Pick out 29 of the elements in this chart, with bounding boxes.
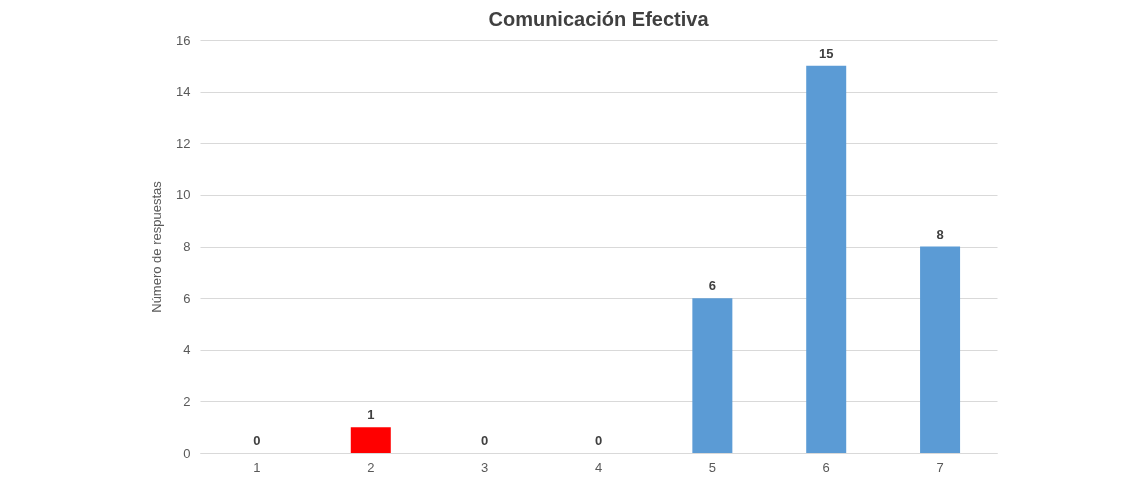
x-tick-label: 4 xyxy=(594,459,603,475)
data-label: 15 xyxy=(818,45,834,61)
data-label: 0 xyxy=(594,433,603,448)
x-tick-label: 2 xyxy=(367,459,375,475)
data-label: 6 xyxy=(708,278,716,294)
y-tick-label: 6 xyxy=(183,290,191,306)
data-label: 1 xyxy=(367,407,375,423)
bar xyxy=(692,298,733,453)
x-tick-label: 3 xyxy=(481,459,489,475)
y-tick-label: 0 xyxy=(183,445,191,461)
data-label: 0 xyxy=(253,433,261,448)
bar xyxy=(350,427,391,453)
x-tick-label: 6 xyxy=(822,459,830,475)
y-tick-label: 12 xyxy=(176,135,191,151)
data-label: 0 xyxy=(481,433,489,448)
x-tick-label: 1 xyxy=(253,459,261,475)
data-label: 8 xyxy=(936,226,944,242)
bar xyxy=(806,65,847,453)
y-tick-label: 10 xyxy=(176,187,191,203)
y-tick-label: 4 xyxy=(183,342,191,358)
chart-title: Comunicación Efectiva xyxy=(488,8,710,30)
y-tick-label: 14 xyxy=(176,84,191,100)
y-axis-title: Número de respuestas xyxy=(149,180,165,313)
x-tick-label: 5 xyxy=(708,459,716,475)
bar xyxy=(920,246,961,453)
y-tick-label: 2 xyxy=(183,393,191,409)
y-tick-label: 16 xyxy=(176,32,191,48)
x-tick-label: 7 xyxy=(936,459,944,475)
y-tick-label: 8 xyxy=(183,239,191,254)
